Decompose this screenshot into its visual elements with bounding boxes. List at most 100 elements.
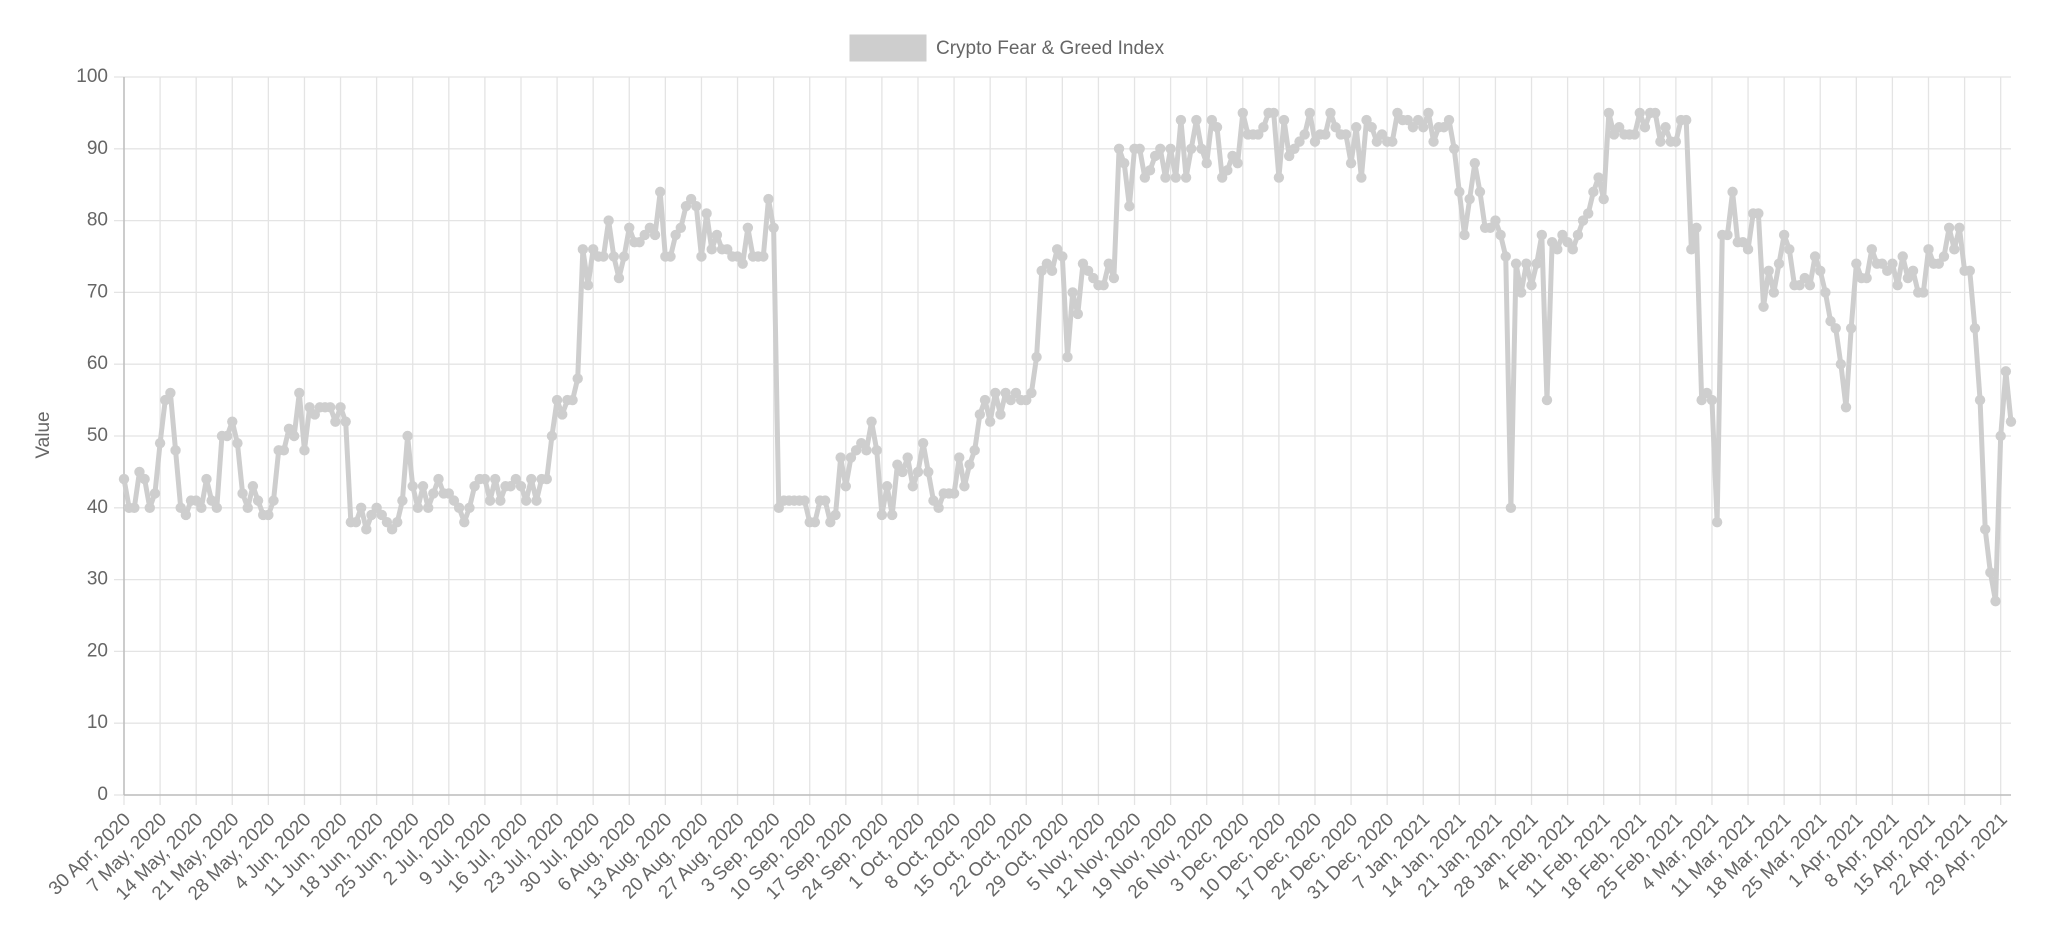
data-point — [541, 473, 552, 485]
data-point — [1526, 280, 1537, 291]
data-point — [180, 509, 192, 521]
data-point — [1418, 122, 1429, 133]
y-tick-label: 30 — [87, 569, 108, 590]
data-point — [1608, 129, 1620, 140]
data-point — [221, 430, 233, 442]
data-point — [1412, 114, 1424, 126]
data-point — [1809, 251, 1821, 262]
data-point — [1268, 107, 1279, 119]
data-point — [1134, 143, 1145, 154]
data-point — [1691, 222, 1702, 233]
data-point — [1923, 244, 1934, 255]
data-point — [1283, 150, 1295, 162]
data-point — [448, 495, 460, 506]
legend-label: Crypto Fear & Greed Index — [936, 38, 1165, 59]
data-point — [1887, 258, 1898, 269]
y-tick-label: 10 — [87, 712, 108, 733]
data-point — [892, 459, 903, 470]
data-point — [1057, 251, 1068, 262]
data-point — [1005, 394, 1016, 406]
data-point — [139, 473, 150, 485]
data-point — [252, 495, 264, 506]
data-point — [881, 481, 893, 492]
data-point — [887, 509, 898, 521]
data-point — [711, 229, 723, 241]
data-point — [768, 222, 779, 233]
data-point — [1897, 251, 1908, 262]
data-point — [809, 516, 821, 528]
data-point — [1773, 258, 1785, 269]
data-point — [1577, 215, 1589, 226]
data-point — [1387, 136, 1398, 147]
data-point — [551, 394, 563, 406]
data-point — [1010, 387, 1022, 399]
data-point — [577, 244, 589, 255]
data-point — [1711, 516, 1723, 528]
data-point — [1954, 222, 1965, 233]
data-point — [1113, 143, 1125, 154]
data-point — [1778, 229, 1790, 241]
data-point — [773, 502, 784, 513]
data-point — [1876, 258, 1888, 269]
data-point — [1495, 229, 1506, 241]
data-point — [856, 437, 867, 449]
data-point — [160, 394, 171, 406]
data-point — [149, 488, 161, 499]
data-point — [1572, 229, 1584, 241]
data-point — [1454, 186, 1465, 198]
data-point — [1820, 287, 1831, 298]
data-point — [417, 481, 429, 492]
data-point — [1655, 136, 1666, 147]
data-point — [190, 495, 202, 506]
data-point — [1046, 265, 1058, 277]
data-point — [680, 201, 692, 212]
data-point — [876, 509, 888, 521]
data-point — [825, 516, 836, 528]
legend-swatch — [849, 34, 927, 62]
data-point — [1485, 222, 1496, 233]
data-point — [557, 409, 568, 420]
data-point — [453, 502, 465, 513]
data-point — [546, 430, 558, 442]
data-point — [587, 244, 599, 255]
data-point — [1613, 122, 1625, 133]
data-point — [232, 437, 243, 449]
data-point — [1237, 107, 1248, 119]
data-point — [1438, 122, 1450, 133]
data-point — [1196, 143, 1207, 154]
data-point — [196, 502, 207, 513]
data-point — [1216, 172, 1228, 183]
data-point — [819, 495, 831, 506]
data-point — [1320, 129, 1331, 140]
data-point — [1588, 186, 1599, 198]
data-point — [1650, 107, 1661, 119]
data-point — [649, 229, 661, 241]
data-point — [1469, 157, 1481, 169]
data-point — [1345, 157, 1357, 169]
data-point — [1108, 272, 1120, 284]
data-point — [1000, 387, 1011, 399]
data-point — [1258, 122, 1269, 133]
data-point — [520, 495, 532, 506]
data-point — [490, 473, 501, 485]
data-point — [603, 215, 614, 226]
data-point — [1366, 122, 1377, 133]
y-tick-label: 50 — [87, 425, 108, 446]
data-point — [624, 222, 635, 233]
data-point — [1727, 186, 1738, 198]
data-point — [1933, 258, 1945, 269]
data-point — [701, 208, 712, 219]
data-point — [361, 524, 372, 535]
data-point — [1815, 265, 1826, 277]
data-point — [1103, 258, 1114, 269]
data-point — [948, 488, 960, 499]
data-point — [1227, 150, 1238, 162]
data-point — [1680, 114, 1692, 126]
data-point — [1175, 114, 1187, 126]
data-point — [1149, 150, 1161, 162]
data-point — [1026, 387, 1037, 399]
data-point — [459, 516, 470, 528]
data-point — [1516, 287, 1527, 298]
data-point — [247, 481, 259, 492]
data-point — [1799, 272, 1810, 284]
